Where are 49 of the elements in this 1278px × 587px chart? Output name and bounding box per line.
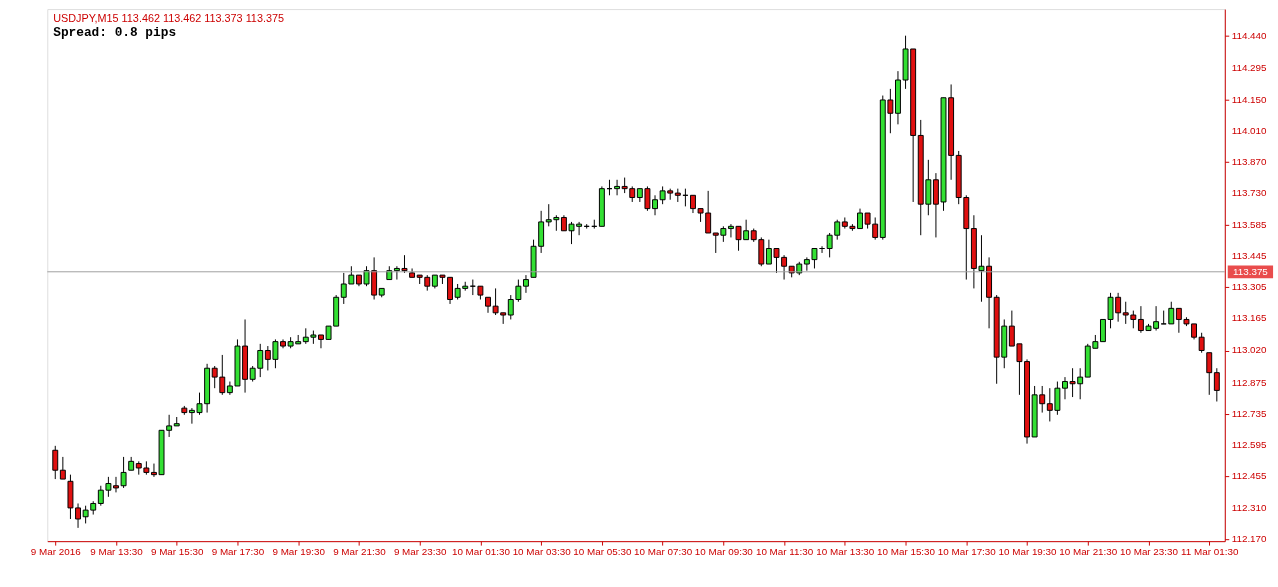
y-tick-label: 112.455 xyxy=(1231,469,1268,481)
y-tick-label: 112.735 xyxy=(1231,407,1268,419)
x-tick-label: 10 Mar 09:30 xyxy=(694,546,754,558)
x-tick-label: 10 Mar 05:30 xyxy=(573,546,632,558)
x-tick-label: 9 Mar 23:30 xyxy=(393,546,447,558)
y-tick-label: 112.875 xyxy=(1231,376,1268,388)
y-tick-label: 113.730 xyxy=(1231,187,1268,199)
y-tick-label: 113.445 xyxy=(1231,250,1268,262)
x-tick-label: 10 Mar 13:30 xyxy=(816,546,875,558)
candlestick xyxy=(1213,367,1220,402)
x-tick-label: 10 Mar 03:30 xyxy=(512,546,572,558)
candlestick xyxy=(1160,310,1167,325)
y-tick-label: 113.870 xyxy=(1231,156,1268,167)
x-tick-label: 9 Mar 13:30 xyxy=(90,546,144,558)
y-tick-label: 113.585 xyxy=(1231,219,1268,231)
x-tick-label: 9 Mar 19:30 xyxy=(272,546,326,558)
x-tick-label: 10 Mar 11:30 xyxy=(755,546,814,558)
y-tick-label: 113.305 xyxy=(1231,281,1268,293)
x-tick-label: 9 Mar 2016 xyxy=(30,546,82,558)
candlestick xyxy=(1168,301,1175,325)
x-tick-label: 10 Mar 07:30 xyxy=(634,546,693,558)
y-tick-label: 114.295 xyxy=(1231,61,1268,73)
candlestick xyxy=(523,274,529,294)
x-tick-label: 10 Mar 19:30 xyxy=(998,546,1058,558)
candlestick xyxy=(59,456,66,480)
y-tick-label: 113.165 xyxy=(1231,312,1268,324)
x-tick-label: 10 Mar 23:30 xyxy=(1119,546,1179,558)
y-tick-label: 114.440 xyxy=(1231,29,1268,41)
text: Spread: 0.8 pips xyxy=(53,24,177,40)
candlestick xyxy=(614,179,621,196)
x-tick-label: 10 Mar 15:30 xyxy=(877,546,936,558)
x-tick-label: 9 Mar 17:30 xyxy=(211,546,265,558)
x-tick-label: 10 Mar 21:30 xyxy=(1059,546,1118,558)
y-tick-label: 112.310 xyxy=(1231,501,1268,513)
candlestick xyxy=(52,445,59,480)
y-tick-label: 113.020 xyxy=(1231,344,1268,356)
x-tick-label: 9 Mar 15:30 xyxy=(150,546,205,558)
ref-line-label: 113.375 xyxy=(1232,265,1269,277)
y-tick-label: 114.010 xyxy=(1231,124,1268,136)
x-tick-label: 11 Mar 01:30 xyxy=(1181,546,1239,558)
candlestick xyxy=(1198,332,1205,354)
x-tick-label: 10 Mar 17:30 xyxy=(937,546,997,558)
y-tick-label: 112.595 xyxy=(1231,438,1268,450)
x-tick-label: 9 Mar 21:30 xyxy=(333,546,387,558)
chart-title: USDJPY,M15 113.462 113.462 113.373 113.375 xyxy=(53,11,284,24)
x-tick-label: 10 Mar 01:30 xyxy=(451,546,511,558)
y-tick-label: 112.170 xyxy=(1231,532,1268,544)
y-tick-label: 114.150 xyxy=(1231,93,1268,105)
candlestick xyxy=(1206,352,1213,396)
